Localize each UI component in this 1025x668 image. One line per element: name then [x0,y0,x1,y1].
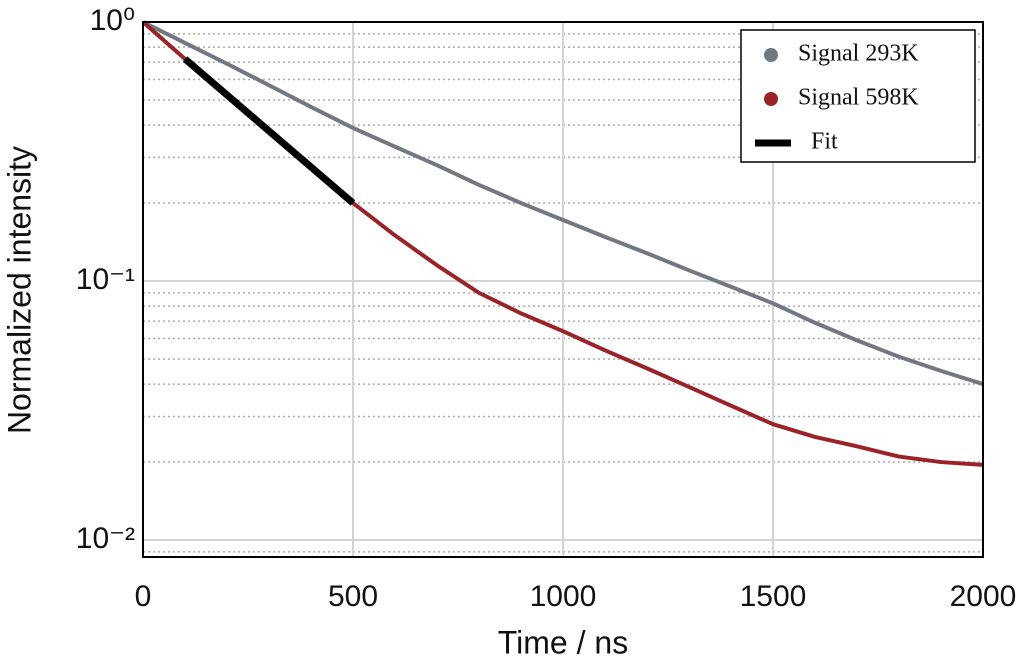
x-tick-label: 1500 [740,580,807,613]
y-tick-label: 10⁰ [90,4,135,37]
x-tick-label: 0 [135,580,152,613]
x-tick-label: 2000 [950,580,1017,613]
y-tick-label: 10⁻² [76,522,135,555]
y-tick-label: 10⁻¹ [76,263,135,296]
y-axis-label: Normalized intensity [1,146,37,434]
x-tick-label: 500 [328,580,378,613]
legend-marker [764,48,778,62]
legend-label: Fit [811,129,838,155]
legend-marker [764,92,778,106]
plot-frame [142,21,984,558]
legend: Signal 293K Signal 598K Fit [740,29,976,163]
legend-label: Signal 598K [798,85,919,111]
legend-label: Signal 293K [798,41,919,67]
x-axis-label: Time / ns [498,624,628,660]
series-line [142,20,984,386]
series-line [182,56,356,206]
x-tick-label: 1000 [530,580,597,613]
